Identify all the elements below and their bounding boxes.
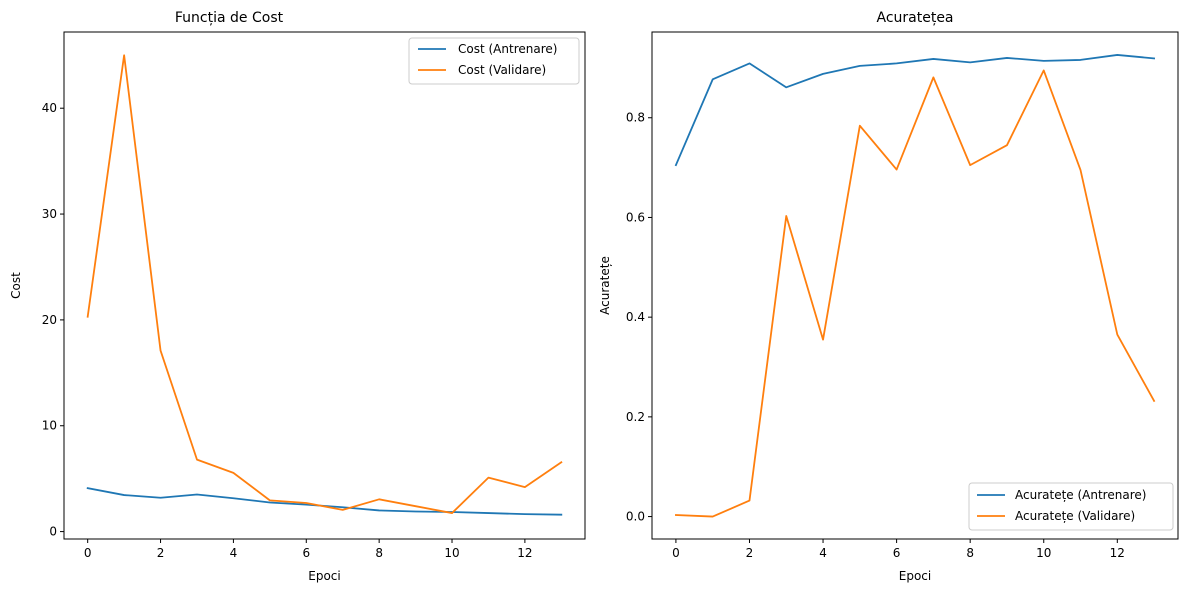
accuracy-chart-y-tick-label: 0.0 [626, 510, 645, 524]
cost-chart-x-tick-label: 8 [375, 546, 383, 560]
cost-chart-x-tick-label: 6 [302, 546, 310, 560]
accuracy-chart-y-tick-label: 0.4 [626, 310, 645, 324]
cost-chart-x-axis-label: Epoci [308, 569, 340, 583]
accuracy-chart-series [674, 54, 1156, 518]
accuracy-chart-x-axis-label: Epoci [899, 569, 931, 583]
cost-chart-x-tick-label: 2 [157, 546, 165, 560]
cost-chart-legend-label-0: Cost (Antrenare) [458, 42, 557, 56]
accuracy-chart-x-tick-label: 10 [1036, 546, 1051, 560]
cost-chart-y-tick-label: 40 [42, 101, 57, 115]
accuracy-chart-legend: Acuratețe (Antrenare) Acuratețe (Validar… [968, 482, 1174, 531]
accuracy-chart-x-tick-label: 2 [746, 546, 754, 560]
cost-chart-axes-frame [63, 31, 586, 540]
cost-chart-x-tick-label: 10 [444, 546, 459, 560]
accuracy-chart-axes-frame [651, 31, 1179, 540]
accuracy-chart-legend-label-0: Acuratețe (Antrenare) [1015, 488, 1146, 502]
cost-chart-legend-box [408, 37, 580, 85]
cost-chart-title: Funcția de Cost [175, 10, 284, 26]
accuracy-chart-series-line-1 [674, 69, 1156, 518]
accuracy-chart-x-tick-label: 4 [819, 546, 827, 560]
cost-chart-series [86, 54, 563, 516]
cost-chart-y-tick-label: 10 [42, 419, 57, 433]
accuracy-chart-y-tick-label: 0.8 [626, 111, 645, 125]
accuracy-chart-ticks: 0 2 4 6 8 10 12 0.0 0.2 0.4 0.6 0.8 [626, 111, 1125, 560]
accuracy-chart-title: Acuratețea [876, 10, 953, 26]
cost-chart-y-axis-label: Cost [9, 272, 23, 299]
accuracy-chart-legend-box [968, 482, 1174, 531]
cost-chart-legend: Cost (Antrenare) Cost (Validare) [408, 37, 580, 85]
cost-chart-x-tick-label: 12 [517, 546, 532, 560]
cost-chart-x-tick-label: 4 [230, 546, 238, 560]
cost-chart-y-tick-label: 20 [42, 313, 57, 327]
accuracy-chart-x-tick-label: 8 [966, 546, 974, 560]
cost-chart-series-line-1 [86, 54, 563, 514]
accuracy-chart-x-tick-label: 6 [893, 546, 901, 560]
cost-chart-y-tick-label: 30 [42, 207, 57, 221]
cost-chart-x-tick-label: 0 [84, 546, 92, 560]
accuracy-chart-y-tick-label: 0.2 [626, 410, 645, 424]
accuracy-chart-x-tick-label: 0 [672, 546, 680, 560]
accuracy-chart-series-line-0 [674, 54, 1156, 167]
cost-chart: Funcția de Cost 0 2 4 6 8 10 12 0 10 20 30 40 Epoci… [9, 10, 586, 583]
accuracy-chart-legend-label-1: Acuratețe (Validare) [1015, 509, 1135, 523]
cost-chart-y-tick-label: 0 [49, 525, 57, 539]
cost-chart-legend-label-1: Cost (Validare) [458, 63, 546, 77]
accuracy-chart: Acuratețea 0 2 4 6 8 10 12 0.0 0.2 0.4 0.6 0.8 Epoc… [598, 10, 1179, 583]
accuracy-chart-y-axis-label: Acuratețe [598, 256, 612, 315]
cost-chart-ticks: 0 2 4 6 8 10 12 0 10 20 30 40 [42, 101, 533, 560]
accuracy-chart-y-tick-label: 0.6 [626, 210, 645, 224]
accuracy-chart-x-tick-label: 12 [1110, 546, 1125, 560]
